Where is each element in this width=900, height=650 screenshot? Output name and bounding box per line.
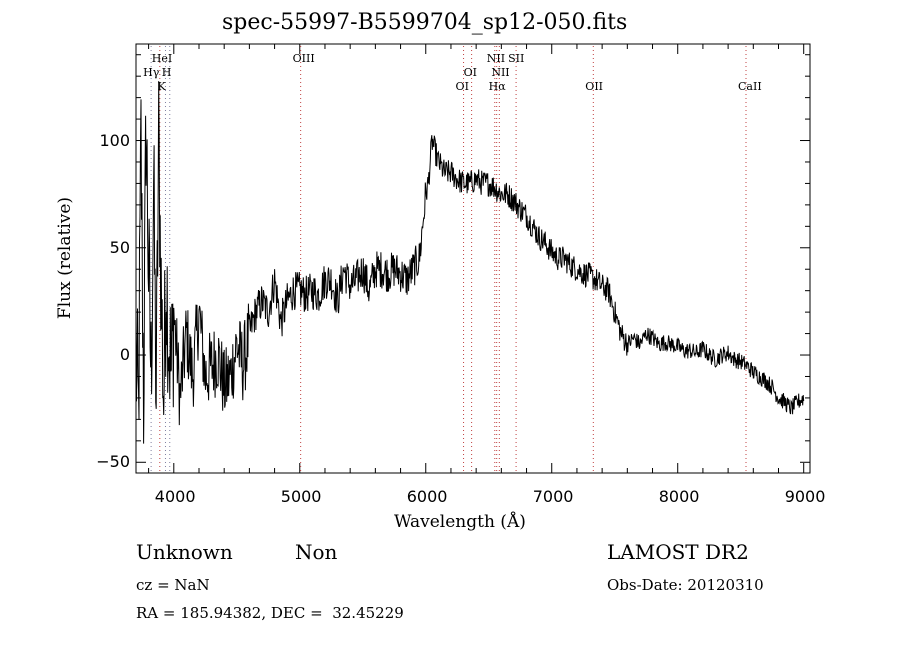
- spectral-line-label: CaII: [738, 80, 762, 93]
- coordinates: RA = 185.94382, DEC = 32.45229: [136, 604, 404, 622]
- spectral-line-label: OIII: [292, 52, 315, 65]
- y-tick-label: 0: [119, 345, 130, 365]
- spectrum-series-line: [135, 81, 805, 444]
- series-group: [135, 81, 805, 444]
- x-axis-label: Wavelength (Å): [394, 512, 526, 532]
- spectral-line-label: OII: [585, 80, 604, 93]
- axis-ticks: [136, 44, 810, 473]
- y-axis-label: Flux (relative): [55, 196, 75, 320]
- x-tick-label: 6000: [406, 487, 448, 506]
- x-tick-label: 9000: [784, 487, 826, 506]
- spectral-line-label: Hα: [488, 80, 506, 93]
- spectral-line-label: HeI: [151, 52, 173, 65]
- emission-lines: [150, 46, 747, 473]
- survey-name: LAMOST DR2: [607, 540, 749, 564]
- spectral-line-label: SII: [508, 52, 525, 65]
- redshift-value: cz = NaN: [136, 576, 210, 594]
- spectral-line-label: K: [157, 80, 166, 93]
- x-tick-label: 7000: [532, 487, 574, 506]
- spectral-line-label: NII: [486, 52, 506, 65]
- x-tick-label: 5000: [280, 487, 322, 506]
- spectral-line-label: OI: [463, 66, 477, 79]
- object-class: Unknown: [136, 540, 233, 564]
- y-tick-label: −50: [96, 452, 130, 472]
- spectral-line-label: H: [161, 66, 172, 79]
- object-subclass: Non: [295, 540, 338, 564]
- y-tick-label: 100: [99, 130, 130, 150]
- x-tick-label: 8000: [658, 487, 700, 506]
- obs-date: Obs-Date: 20120310: [607, 576, 764, 594]
- y-tick-label: 50: [109, 237, 130, 257]
- spectral-line-label: Hγ: [143, 66, 160, 79]
- chart-title: spec-55997-B5599704_sp12-050.fits: [222, 10, 628, 35]
- x-tick-label: 4000: [154, 487, 196, 506]
- spectral-line-label: OI: [455, 80, 469, 93]
- plot-frame: [135, 43, 811, 474]
- spectral-line-label: NII: [491, 66, 510, 79]
